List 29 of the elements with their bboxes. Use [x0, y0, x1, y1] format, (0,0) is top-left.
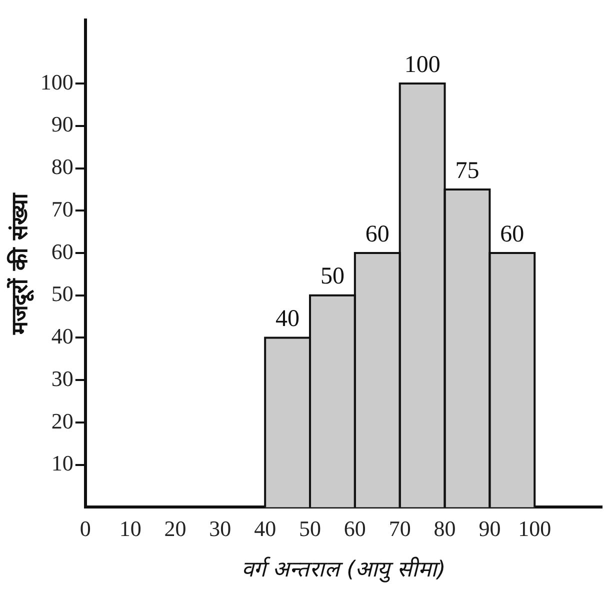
data-label: 40 [276, 306, 300, 332]
y-tick-label: 100 [40, 69, 74, 94]
y-tick-label: 70 [51, 196, 74, 222]
data-label: 60 [365, 221, 390, 248]
x-tick-label: 60 [344, 516, 366, 542]
x-tick-label: 50 [299, 516, 322, 542]
y-axis-title: मजदूरों की संख्या [6, 192, 35, 336]
y-tick-label: 90 [51, 112, 74, 137]
data-label: 50 [320, 264, 344, 290]
y-tick-label: 20 [51, 408, 74, 434]
x-tick-label: 80 [434, 516, 456, 542]
y-tick-label: 30 [51, 366, 74, 391]
data-label: 60 [500, 221, 524, 248]
x-axis-title: वर्ग अन्तराल (आयु सीमा) [242, 556, 446, 583]
y-tick-label: 60 [51, 238, 74, 264]
x-tick-label: 100 [518, 516, 552, 542]
y-tick-label: 80 [51, 154, 74, 180]
x-tick-label: 10 [119, 516, 142, 542]
y-tick-label: 50 [51, 281, 74, 306]
y-tick-label: 10 [51, 450, 74, 476]
x-tick-label: 30 [209, 516, 232, 542]
x-tick-label: 90 [478, 516, 501, 542]
x-tick-label: 20 [164, 516, 186, 542]
y-tick-label: 40 [51, 324, 74, 349]
data-label: 100 [404, 52, 440, 78]
x-tick-label: 40 [254, 516, 276, 542]
x-tick-label: 0 [80, 516, 91, 542]
x-tick-label: 70 [388, 516, 411, 542]
data-label: 75 [455, 158, 480, 184]
